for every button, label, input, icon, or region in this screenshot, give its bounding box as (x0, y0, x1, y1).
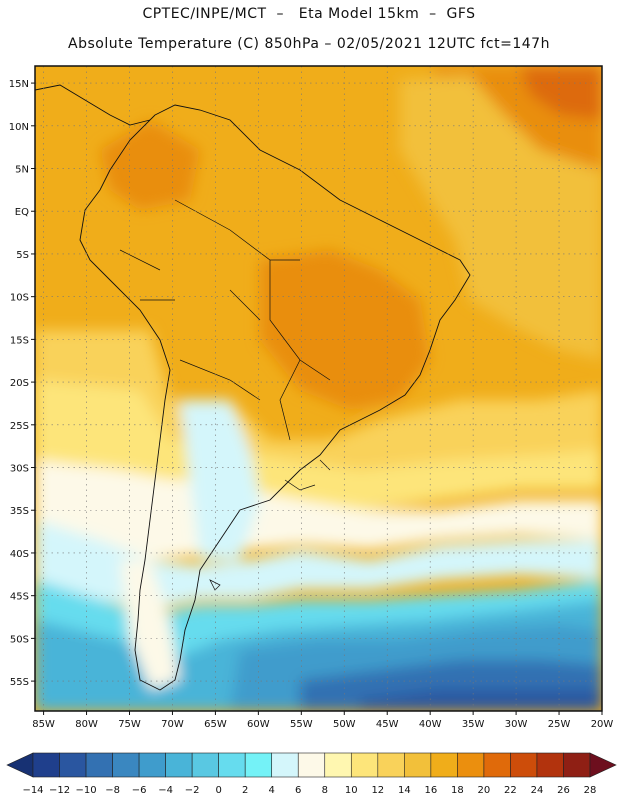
lon-label: 75W (118, 719, 141, 730)
lat-label: 40S (10, 549, 29, 560)
longitude-labels: 85W 80W 75W 70W 65W 60W 55W 50W 45W 40W 35W 30W 25W 2… (32, 719, 613, 730)
lat-label: 55S (10, 677, 29, 688)
lat-label: 35S (10, 506, 29, 517)
lat-label: 10S (10, 293, 29, 304)
south-america-outline (79, 104, 471, 691)
lat-label: 15N (9, 79, 29, 90)
latitude-labels: 15N 10N 5N EQ 5S 10S 15S 20S 25S 30S 35S 40S 45S 50S 5… (9, 79, 29, 688)
lat-label: 25S (10, 421, 29, 432)
lon-label: 40W (419, 719, 442, 730)
chart-title-line1: CPTEC/INPE/MCT – Eta Model 15km – GFS (142, 6, 476, 22)
lon-label: 60W (247, 719, 270, 730)
lat-label: 20S (10, 378, 29, 389)
lat-label: 15S (10, 335, 29, 346)
lon-label: 25W (548, 719, 571, 730)
chart-title-line2: Absolute Temperature (C) 850hPa – 02/05/… (68, 36, 550, 52)
lon-label: 65W (204, 719, 227, 730)
lat-label: EQ (15, 207, 29, 218)
lon-label: 55W (290, 719, 313, 730)
lat-label: 5S (16, 250, 29, 261)
lat-label: 5N (15, 165, 29, 176)
lat-label: 10N (9, 122, 29, 133)
lon-label: 85W (32, 719, 55, 730)
map-border (34, 65, 603, 712)
lon-label: 80W (75, 719, 98, 730)
lon-label: 50W (333, 719, 356, 730)
central-america-outline (35, 84, 151, 126)
falkland-islands (209, 579, 221, 591)
lon-label: 45W (376, 719, 399, 730)
lat-label: 45S (10, 592, 29, 603)
lat-label: 50S (10, 634, 29, 645)
lat-label: 30S (10, 464, 29, 475)
lon-label: 70W (161, 719, 184, 730)
lon-label: 35W (462, 719, 485, 730)
lon-label: 20W (591, 719, 614, 730)
temperature-field (35, 66, 602, 711)
lat-lon-grid (31, 66, 603, 715)
country-borders (119, 199, 331, 441)
lon-label: 30W (505, 719, 528, 730)
